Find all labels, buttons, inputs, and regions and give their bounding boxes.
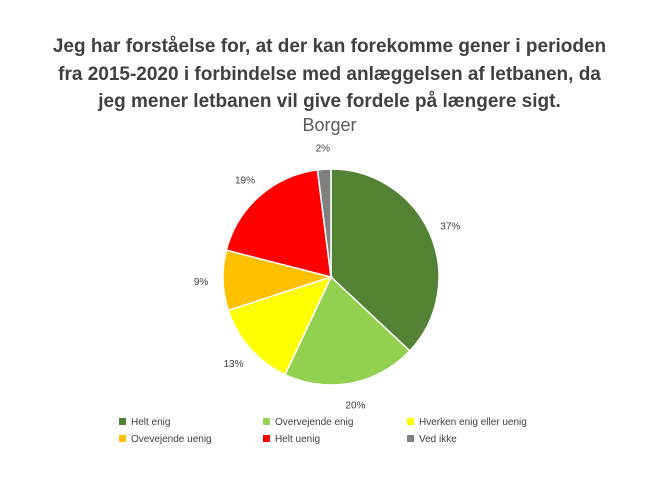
pie-slice-helt-uenig bbox=[225, 169, 332, 279]
data-label-ovevejende-uenig: 9% bbox=[194, 277, 209, 288]
data-label-ved-ikke: 2% bbox=[316, 143, 331, 154]
pie-slice-helt-enig bbox=[330, 168, 440, 352]
chart-title-line-1: Jeg har forståelse for, at der kan forek… bbox=[53, 36, 606, 57]
legend-swatch-helt-uenig bbox=[263, 435, 270, 442]
legend-label-hverken-enig-eller-uenig: Hverken enig eller uenig bbox=[419, 417, 527, 428]
legend-label-overvejende-enig: Overvejende enig bbox=[275, 417, 353, 428]
data-label-overvejende-enig: 20% bbox=[345, 401, 365, 412]
legend-swatch-hverken-enig-eller-uenig bbox=[407, 418, 414, 425]
chart-title-line-3: jeg mener letbanen vil give fordele på l… bbox=[97, 91, 560, 112]
legend-swatch-helt-enig bbox=[119, 418, 126, 425]
chart-legend: Helt enig Overvejende enig Hverken enig el… bbox=[119, 417, 527, 445]
pie-data-labels: 37% 20% 13% 9% 19% 2% bbox=[194, 143, 461, 411]
data-label-hverken-enig-eller-uenig: 13% bbox=[223, 359, 243, 370]
legend-label-ved-ikke: Ved ikke bbox=[419, 434, 457, 445]
chart-subtitle: Borger bbox=[302, 115, 356, 135]
pie-slice-overvejende-enig bbox=[284, 275, 411, 386]
pie-slice-ved-ikke bbox=[316, 168, 332, 278]
pie-slices bbox=[222, 168, 440, 386]
legend-swatch-overvejende-enig bbox=[263, 418, 270, 425]
chart-title-line-2: fra 2015-2020 i forbindelse med anlæggel… bbox=[58, 64, 601, 85]
data-label-helt-uenig: 19% bbox=[235, 176, 255, 187]
pie-slice-hverken-enig-eller-uenig bbox=[227, 275, 333, 376]
legend-label-helt-uenig: Helt uenig bbox=[275, 434, 320, 445]
legend-swatch-ved-ikke bbox=[407, 435, 414, 442]
legend-label-ovevejende-uenig: Ovevejende uenig bbox=[131, 434, 212, 445]
legend-swatch-ovevejende-uenig bbox=[119, 435, 126, 442]
data-label-helt-enig: 37% bbox=[440, 221, 460, 232]
legend-label-helt-enig: Helt enig bbox=[131, 417, 170, 428]
